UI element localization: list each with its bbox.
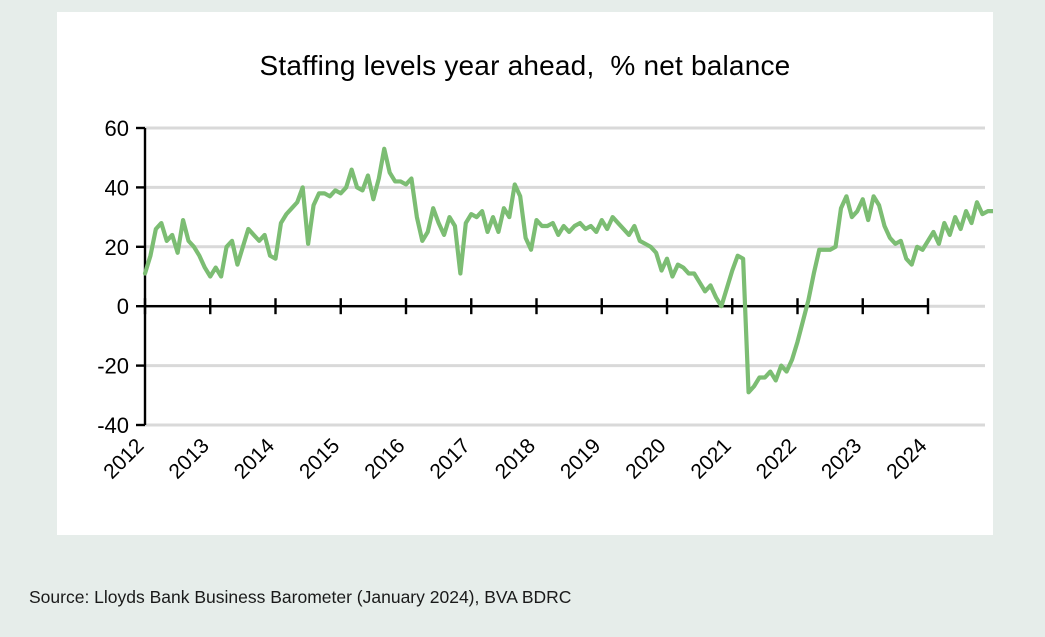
x-tick-label: 2014 [230, 434, 280, 484]
x-tick-label: 2021 [686, 434, 735, 483]
y-tick-marks-group [136, 126, 145, 427]
x-tick-label: 2012 [99, 434, 148, 483]
x-tick-label: 2017 [425, 434, 474, 483]
y-tick-labels-group: -40 -20 0 20 40 60 [97, 116, 129, 438]
gridlines-group [145, 126, 985, 427]
x-tick-labels-group: 2012 2013 2014 2015 2016 2017 2018 2019 2020 2021… [99, 434, 932, 484]
x-tick-label: 2015 [295, 434, 344, 483]
source-note: Source: Lloyds Bank Business Barometer (… [29, 587, 572, 607]
x-tick-label: 2024 [882, 434, 932, 484]
chart-panel: Staffing levels year ahead, % net balanc… [57, 12, 993, 535]
y-tick-label: -40 [97, 413, 129, 438]
x-tick-label: 2018 [491, 434, 540, 483]
x-tick-label: 2022 [752, 434, 801, 483]
x-tick-label: 2013 [164, 434, 213, 483]
x-tick-label: 2016 [360, 434, 409, 483]
x-tick-label: 2023 [817, 434, 866, 483]
axes-group [143, 128, 928, 425]
x-tick-label: 2020 [621, 434, 670, 483]
chart-title: Staffing levels year ahead, % net balanc… [259, 50, 791, 81]
y-tick-label: 0 [117, 294, 129, 319]
x-tick-label: 2019 [556, 434, 605, 483]
y-tick-label: 60 [105, 116, 129, 141]
y-tick-label: 20 [105, 235, 129, 260]
data-series-group [142, 146, 993, 395]
y-tick-label: 40 [105, 175, 129, 200]
y-tick-label: -20 [97, 354, 129, 379]
series-line-staffing-levels [142, 146, 993, 395]
